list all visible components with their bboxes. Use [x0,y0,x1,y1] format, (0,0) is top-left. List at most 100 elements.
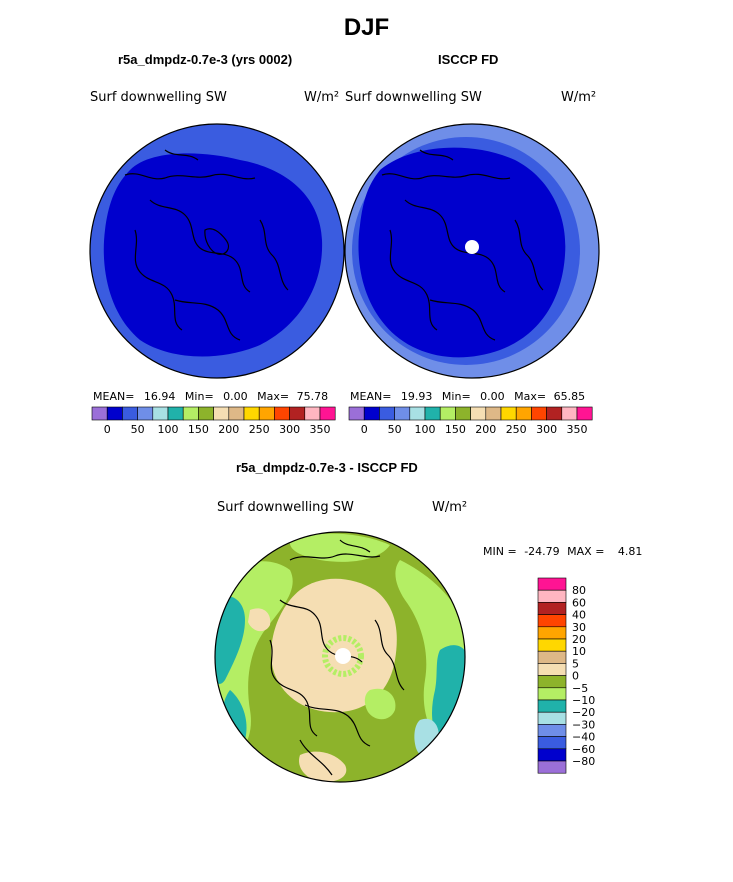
right-colorbar-swatch [546,406,563,421]
left-colorbar-swatch [167,406,184,421]
diff-colorbar-tick-label: −40 [572,731,595,744]
left-colorbar-swatch [243,406,260,421]
diff-min-value: -24.79 [524,545,560,558]
right-colorbar-tick-label: 150 [445,423,466,436]
right-colorbar-swatch [515,406,532,421]
diff-colorbar-tick-label: −10 [572,694,595,707]
right-colorbar-tick-label: 100 [415,423,436,436]
left-colorbar-swatch [228,406,245,421]
diff-colorbar-tick-label: 5 [572,657,579,670]
right-min-label: Min= [441,390,471,403]
right-coastlines [381,149,544,341]
right-colorbar-swatch [379,406,395,421]
right-panel-title: ISCCP FD [438,52,499,67]
right-colorbar-swatch [500,406,517,421]
diff-colorbar-swatch [537,650,567,664]
diff-colorbar-tick-label: −60 [572,743,595,756]
diff-min-label: MIN = [483,545,517,558]
left-colorbar-swatch [122,406,138,421]
diff-colorbar-swatch [537,711,567,725]
left-colorbar-tick-label: 50 [131,423,145,436]
right-colorbar-swatch [455,406,471,421]
left-colorbar-swatch [106,406,123,421]
right-colorbar-swatch [409,406,426,421]
diff-colorbar-tick-label: 20 [572,633,586,646]
right-colorbar-tick-label: 0 [361,423,368,436]
diff-variable-label: Surf downwelling SW [217,500,354,515]
left-mean-value: 16.94 [143,390,176,403]
diff-colorbar-tick-label: 10 [572,645,586,658]
diff-colorbar-swatch [537,602,567,615]
diff-stats: MIN = -24.79 MAX = 4.81 [483,545,642,558]
right-mean-value: 19.93 [400,390,433,403]
diff-colorbar-swatch [537,675,567,689]
right-map-outline [344,123,600,379]
left-colorbar-tick-label: 150 [188,423,209,436]
diff-max-label: MAX = [567,545,605,558]
diff-colorbar-swatch [537,699,567,713]
left-max-label: Max= [257,390,290,403]
left-max-value: 75.78 [296,390,329,403]
diff-colorbar-tick-label: 40 [572,609,586,622]
left-colorbar-swatch [213,406,230,421]
right-max-label: Max= [514,390,547,403]
left-variable-label: Surf downwelling SW [90,90,227,105]
right-colorbar-tick-label: 300 [536,423,557,436]
left-colorbar: 0 50 100 150 200 250 300 350 [91,406,336,436]
diff-map-light-green-north [289,533,390,562]
left-colorbar-swatch [258,406,275,421]
diff-colorbar-tick-label: 30 [572,621,586,634]
left-colorbar-tick-label: 100 [158,423,179,436]
right-variable-label: Surf downwelling SW [345,90,482,105]
diff-colorbar-tick-label: −20 [572,706,595,719]
left-colorbar-swatch [304,406,321,421]
diff-max-value: 4.81 [617,545,643,558]
diff-map-wheat-center [271,578,397,713]
diff-units-label: W/m² [432,500,468,515]
diff-map-wheat-south [299,751,347,782]
diff-colorbar-swatch [537,614,567,628]
right-map [344,123,600,379]
right-max-value: 65.85 [553,390,586,403]
left-colorbar-swatch [274,406,290,421]
diff-colorbar-swatch [537,736,567,750]
right-colorbar-tick-label: 50 [388,423,402,436]
left-colorbar-swatch [137,406,154,421]
right-colorbar: 0 50 100 150 200 250 300 350 [348,406,593,436]
diff-colorbar-tick-label: 80 [572,584,586,597]
left-colorbar-tick-label: 0 [104,423,111,436]
left-colorbar-swatch [182,406,199,421]
right-colorbar-swatch [531,406,547,421]
left-map-low-region [103,153,323,357]
left-colorbar-tick-label: 250 [249,423,270,436]
left-stats: MEAN= 16.94 Min= 0.00 Max= 75.78 [93,390,328,403]
diff-colorbar-tick-label: 60 [572,596,586,609]
right-colorbar-swatch [394,406,411,421]
right-colorbar-tick-label: 200 [475,423,496,436]
right-mean-label: MEAN= [350,390,392,403]
right-colorbar-swatch [485,406,502,421]
main-title: DJF [343,14,390,41]
left-map-outline [89,123,345,379]
right-colorbar-swatch [363,406,380,421]
right-colorbar-swatch [348,406,365,421]
left-mean-label: MEAN= [93,390,135,403]
right-stats: MEAN= 19.93 Min= 0.00 Max= 65.85 [350,390,585,403]
left-colorbar-swatch [289,406,306,421]
left-colorbar-swatch [91,406,108,421]
left-units-label: W/m² [304,90,340,105]
diff-colorbar-swatch [537,638,567,652]
right-map-pole-mask [465,240,479,254]
diff-colorbar-swatch [537,577,567,591]
diff-map-light-green-patches [364,688,396,720]
right-units-label: W/m² [561,90,597,105]
right-colorbar-tick-label: 350 [567,423,588,436]
left-colorbar-swatch [198,406,214,421]
diff-colorbar-swatch [537,748,567,762]
left-min-value: 0.00 [223,390,248,403]
left-coastlines [124,149,289,341]
diff-coastlines [269,539,405,776]
diff-panel-title: r5a_dmpdz-0.7e-3 - ISCCP FD [236,460,418,475]
